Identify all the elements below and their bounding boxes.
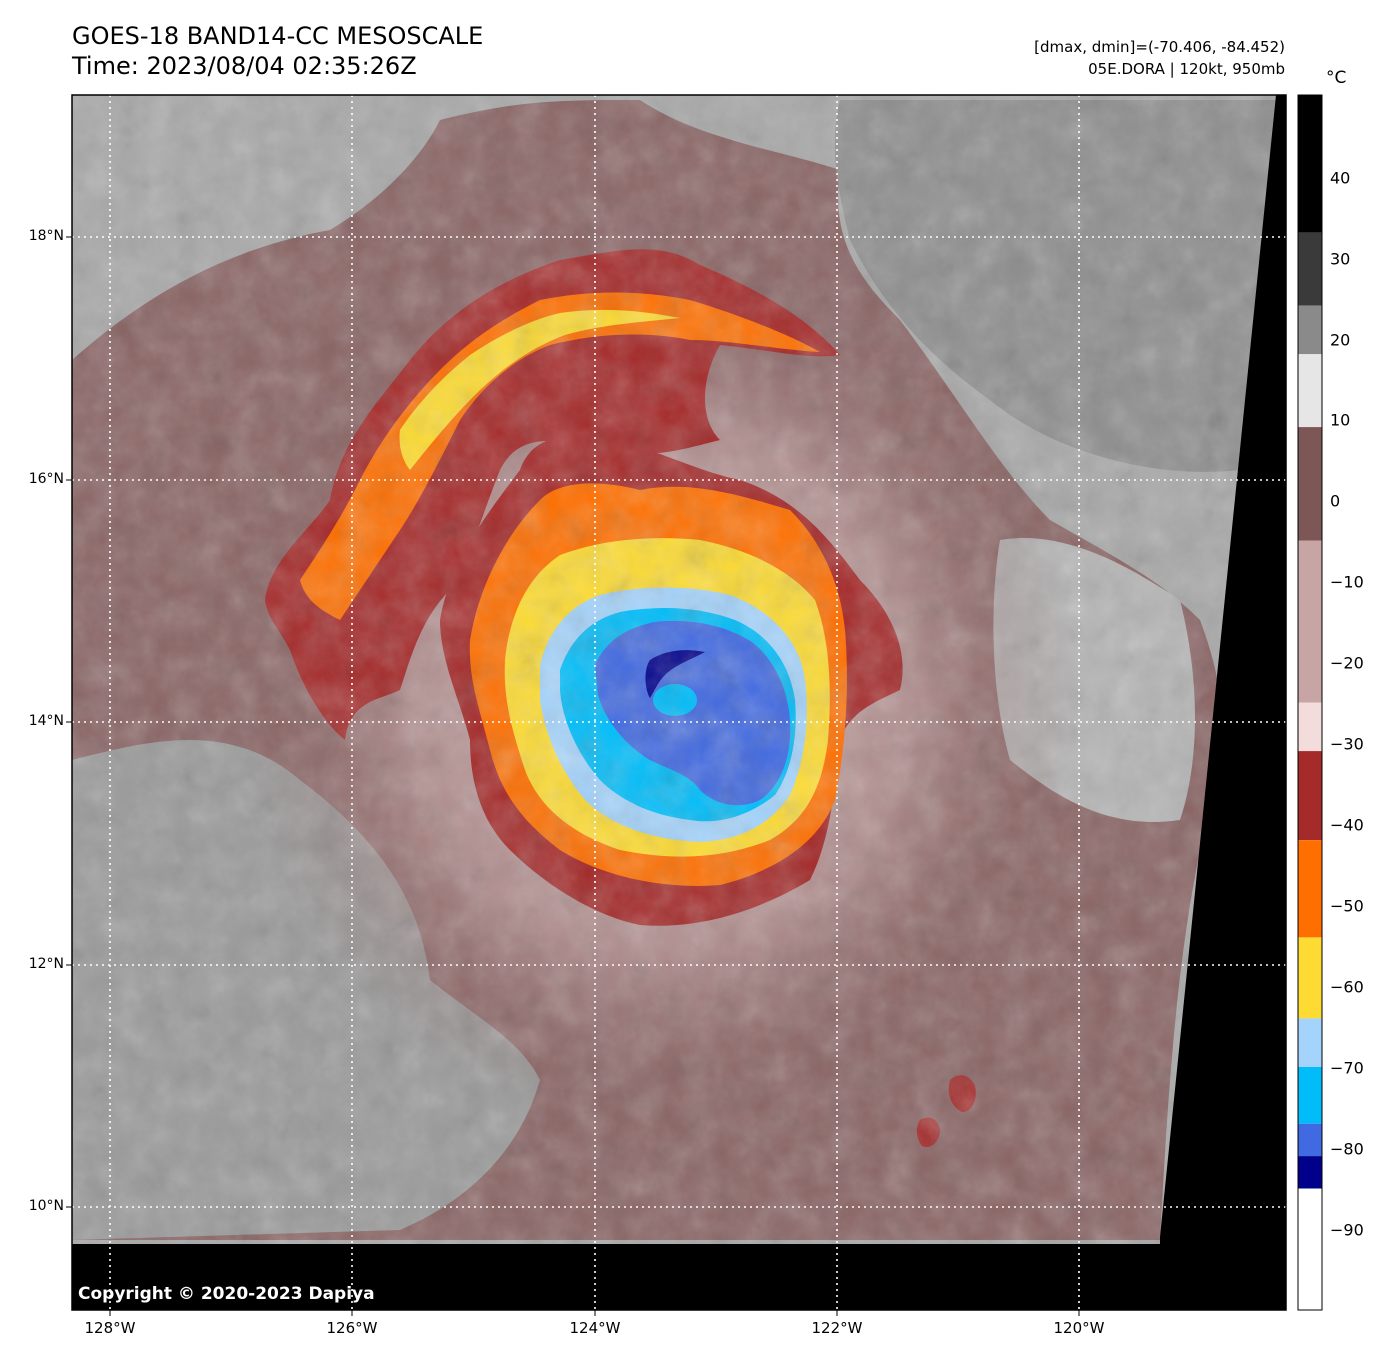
map-frame	[71, 94, 1287, 1311]
colorbar-tick-label: −40	[1330, 815, 1364, 835]
colorbar-band	[1298, 702, 1322, 752]
colorbar-tick-label: 30	[1330, 249, 1351, 269]
lat-label-12n: 12°N	[28, 956, 64, 972]
colorbar-band	[1298, 1188, 1322, 1310]
lon-label-126w: 126°W	[326, 1319, 378, 1337]
colorbar-frame	[1297, 94, 1323, 1311]
colorbar-tick-label: −10	[1330, 572, 1364, 592]
colorbar	[1298, 95, 1322, 1310]
colorbar-band	[1298, 1156, 1322, 1189]
colorbar-band	[1298, 354, 1322, 428]
colorbar-tick-label: 20	[1330, 330, 1351, 350]
no-data-right	[1160, 95, 1286, 1310]
lat-label-10n: 10°N	[28, 1198, 64, 1214]
cloud-texture	[72, 95, 1286, 1310]
colorbar-tick-label: 40	[1330, 168, 1351, 188]
colorbar-band	[1298, 1123, 1322, 1157]
colorbar-band	[1298, 1018, 1322, 1067]
colorbar-band	[1298, 95, 1322, 233]
colorbar-tick-label: 0	[1330, 491, 1341, 511]
colorbar-tick-label: −60	[1330, 977, 1364, 997]
title-line-1: GOES-18 BAND14-CC MESOSCALE	[72, 22, 484, 50]
colorbar-band	[1298, 427, 1322, 541]
colorbar-band	[1298, 540, 1322, 703]
lon-label-122w: 122°W	[811, 1319, 863, 1337]
colorbar-band	[1298, 232, 1322, 306]
lon-label-120w: 120°W	[1053, 1319, 1105, 1337]
colorbar-band	[1298, 751, 1322, 841]
lon-label-128w: 128°W	[84, 1319, 136, 1337]
title-line-2: Time: 2023/08/04 02:35:26Z	[72, 52, 417, 80]
colorbar-band	[1298, 305, 1322, 355]
colorbar-tick-label: −90	[1330, 1220, 1364, 1240]
colorbar-band	[1298, 1067, 1322, 1124]
lat-label-18n: 18°N	[28, 228, 64, 244]
stats-line: [dmax, dmin]=(-70.406, -84.452)	[1034, 38, 1285, 56]
colorbar-tick-label: −20	[1330, 653, 1364, 673]
lat-label-14n: 14°N	[28, 713, 64, 729]
lon-label-124w: 124°W	[569, 1319, 621, 1337]
colorbar-tick-label: 10	[1330, 410, 1351, 430]
no-data-bottom	[72, 1244, 1286, 1310]
colorbar-tick-label: −50	[1330, 896, 1364, 916]
colorbar-tick-label: −30	[1330, 734, 1364, 754]
colorbar-band	[1298, 840, 1322, 938]
axis-ticks	[66, 236, 1080, 1316]
colorbar-unit: °C	[1326, 68, 1347, 88]
copyright-text: Copyright © 2020-2023 Dapiya	[78, 1284, 375, 1304]
colorbar-tick-label: −70	[1330, 1058, 1364, 1078]
graticule	[72, 95, 1286, 1310]
colorbar-tick-label: −80	[1330, 1139, 1364, 1159]
storm-info-line: 05E.DORA | 120kt, 950mb	[1088, 60, 1285, 78]
colorbar-band	[1298, 937, 1322, 1019]
lat-label-16n: 16°N	[28, 471, 64, 487]
